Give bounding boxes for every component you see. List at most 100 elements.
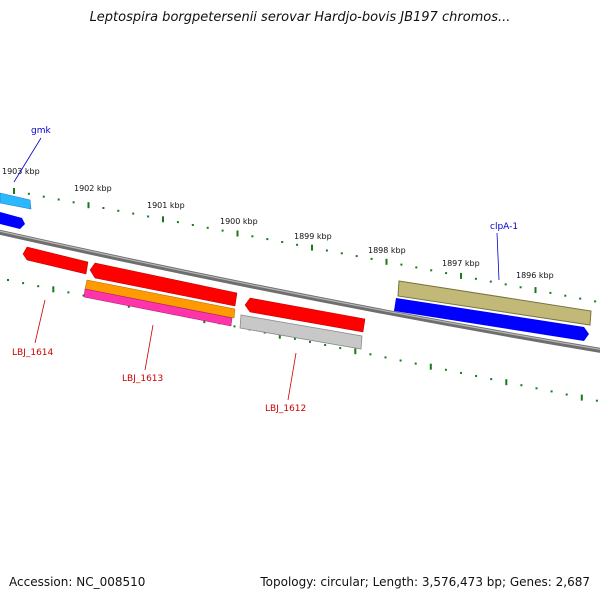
gene-LBJ_1612-leader — [287, 352, 297, 401]
outer-ring-major-tick — [534, 287, 537, 294]
outer-ring-minor-tick — [504, 283, 507, 286]
outer-ring-minor-tick — [206, 226, 209, 229]
inner-ring-minor-tick — [520, 384, 523, 387]
inner-ring-major-tick — [505, 379, 508, 386]
chromosome-backbone — [0, 229, 600, 353]
inner-ring-minor-tick — [339, 347, 342, 350]
outer-ring-minor-tick — [176, 221, 179, 224]
inner-ring-minor-tick — [293, 337, 296, 340]
inner-ring-minor-tick — [490, 378, 493, 381]
outer-ring-minor-tick — [281, 241, 284, 243]
inner-ring-minor-tick — [67, 291, 70, 294]
scale-label-1897: 1897 kbp — [442, 259, 480, 268]
outer-ring-minor-tick — [564, 294, 567, 297]
inner-ring-major-tick — [429, 363, 432, 370]
accession-label: Accession: NC_008510 — [9, 575, 146, 589]
gene-gmk-feature[interactable] — [0, 192, 32, 210]
outer-ring-minor-tick — [191, 224, 194, 226]
outer-tick-ring — [13, 188, 597, 303]
outer-ring-minor-tick — [474, 277, 477, 280]
gene-gmk-cds[interactable] — [0, 212, 25, 229]
inner-ring-minor-tick — [475, 375, 478, 377]
outer-ring-minor-tick — [117, 209, 120, 212]
gene-label-LBJ_1613[interactable]: LBJ_1613 — [122, 374, 163, 384]
inner-ring-minor-tick — [37, 285, 40, 288]
outer-ring-major-tick — [311, 244, 313, 251]
gene-LBJ_1614-cds[interactable] — [22, 246, 89, 275]
scale-label-1896: 1896 kbp — [516, 271, 554, 280]
outer-ring-major-tick — [236, 230, 239, 237]
gene-gmk-leader — [13, 137, 42, 183]
inner-ring-minor-tick — [324, 344, 327, 346]
gene-LBJ_1612-cds[interactable] — [244, 297, 366, 333]
outer-ring-minor-tick — [549, 291, 552, 294]
outer-ring-minor-tick — [415, 266, 418, 269]
gene-LBJ_1613-cds[interactable] — [89, 262, 238, 307]
outer-ring-minor-tick — [489, 280, 492, 283]
scale-label-1900: 1900 kbp — [220, 217, 258, 226]
outer-ring-minor-tick — [132, 212, 135, 215]
gene-LBJ_1613-leader — [144, 324, 154, 371]
gene-label-LBJ_1614[interactable]: LBJ_1614 — [12, 348, 54, 358]
gene-clpA-1-feature[interactable] — [397, 280, 592, 326]
inner-ring-minor-tick — [444, 368, 447, 371]
outer-ring-minor-tick — [400, 263, 403, 266]
scale-label-1898: 1898 kbp — [368, 246, 406, 255]
inner-ring-minor-tick — [550, 390, 553, 393]
outer-ring-major-tick — [87, 202, 90, 209]
outer-ring-minor-tick — [430, 269, 433, 272]
inner-ring-minor-tick — [565, 393, 568, 396]
inner-ring-major-tick — [278, 332, 281, 339]
inner-ring-minor-tick — [369, 353, 372, 356]
inner-ring-minor-tick — [309, 340, 311, 343]
inner-ring-minor-tick — [399, 359, 402, 362]
outer-ring-minor-tick — [579, 297, 582, 300]
inner-ring-minor-tick — [233, 325, 236, 328]
outer-ring-minor-tick — [27, 192, 30, 195]
outer-ring-minor-tick — [594, 300, 597, 303]
outer-ring-minor-tick — [519, 286, 522, 289]
outer-ring-minor-tick — [445, 272, 448, 275]
outer-ring-major-tick — [162, 216, 164, 223]
gene-label-clpA-1[interactable]: clpA-1 — [490, 222, 518, 232]
gene-label-gmk[interactable]: gmk — [31, 126, 51, 136]
outer-ring-major-tick — [13, 188, 15, 194]
outer-ring-minor-tick — [102, 207, 105, 209]
inner-ring-minor-tick — [535, 387, 538, 390]
outer-ring-minor-tick — [296, 243, 299, 246]
gene-clpA-1-cds[interactable] — [394, 298, 589, 341]
outer-ring-minor-tick — [221, 229, 224, 232]
inner-ring-major-tick — [354, 348, 357, 355]
outer-ring-major-tick — [460, 272, 462, 279]
scale-label-1901: 1901 kbp — [147, 201, 185, 210]
outer-ring-minor-tick — [72, 201, 75, 204]
outer-ring-minor-tick — [355, 255, 358, 258]
genome-stats-label: Topology: circular; Length: 3,576,473 bp… — [260, 575, 590, 589]
gene-label-LBJ_1612[interactable]: LBJ_1612 — [265, 404, 306, 414]
outer-ring-major-tick — [385, 258, 388, 265]
map-title: Leptospira borgpetersenii serovar Hardjo… — [89, 10, 511, 25]
inner-ring-minor-tick — [7, 279, 9, 281]
outer-ring-minor-tick — [266, 238, 269, 241]
inner-ring-minor-tick — [414, 362, 417, 365]
inner-ring-major-tick — [580, 394, 583, 401]
gene-clpA-1-leader — [496, 232, 500, 281]
inner-ring-major-tick — [52, 286, 55, 293]
outer-ring-minor-tick — [57, 198, 60, 201]
inner-ring-minor-tick — [22, 282, 25, 285]
gene-LBJ_1612-grey-feature[interactable] — [239, 314, 363, 350]
outer-ring-minor-tick — [370, 257, 373, 260]
outer-ring-minor-tick — [340, 252, 343, 255]
gene-LBJ_1613-magenta-feature[interactable] — [83, 288, 233, 327]
scale-label-1902: 1902 kbp — [74, 184, 112, 193]
inner-ring-minor-tick — [595, 399, 598, 402]
scale-label-1899: 1899 kbp — [294, 232, 332, 241]
inner-ring-minor-tick — [82, 294, 85, 297]
inner-ring-minor-tick — [384, 356, 387, 359]
gene-LBJ_1614-leader — [34, 299, 46, 344]
outer-ring-minor-tick — [325, 249, 328, 252]
outer-ring-minor-tick — [251, 235, 254, 238]
gene-LBJ_1613-orange-feature[interactable] — [84, 279, 236, 319]
outer-ring-minor-tick — [42, 195, 45, 198]
